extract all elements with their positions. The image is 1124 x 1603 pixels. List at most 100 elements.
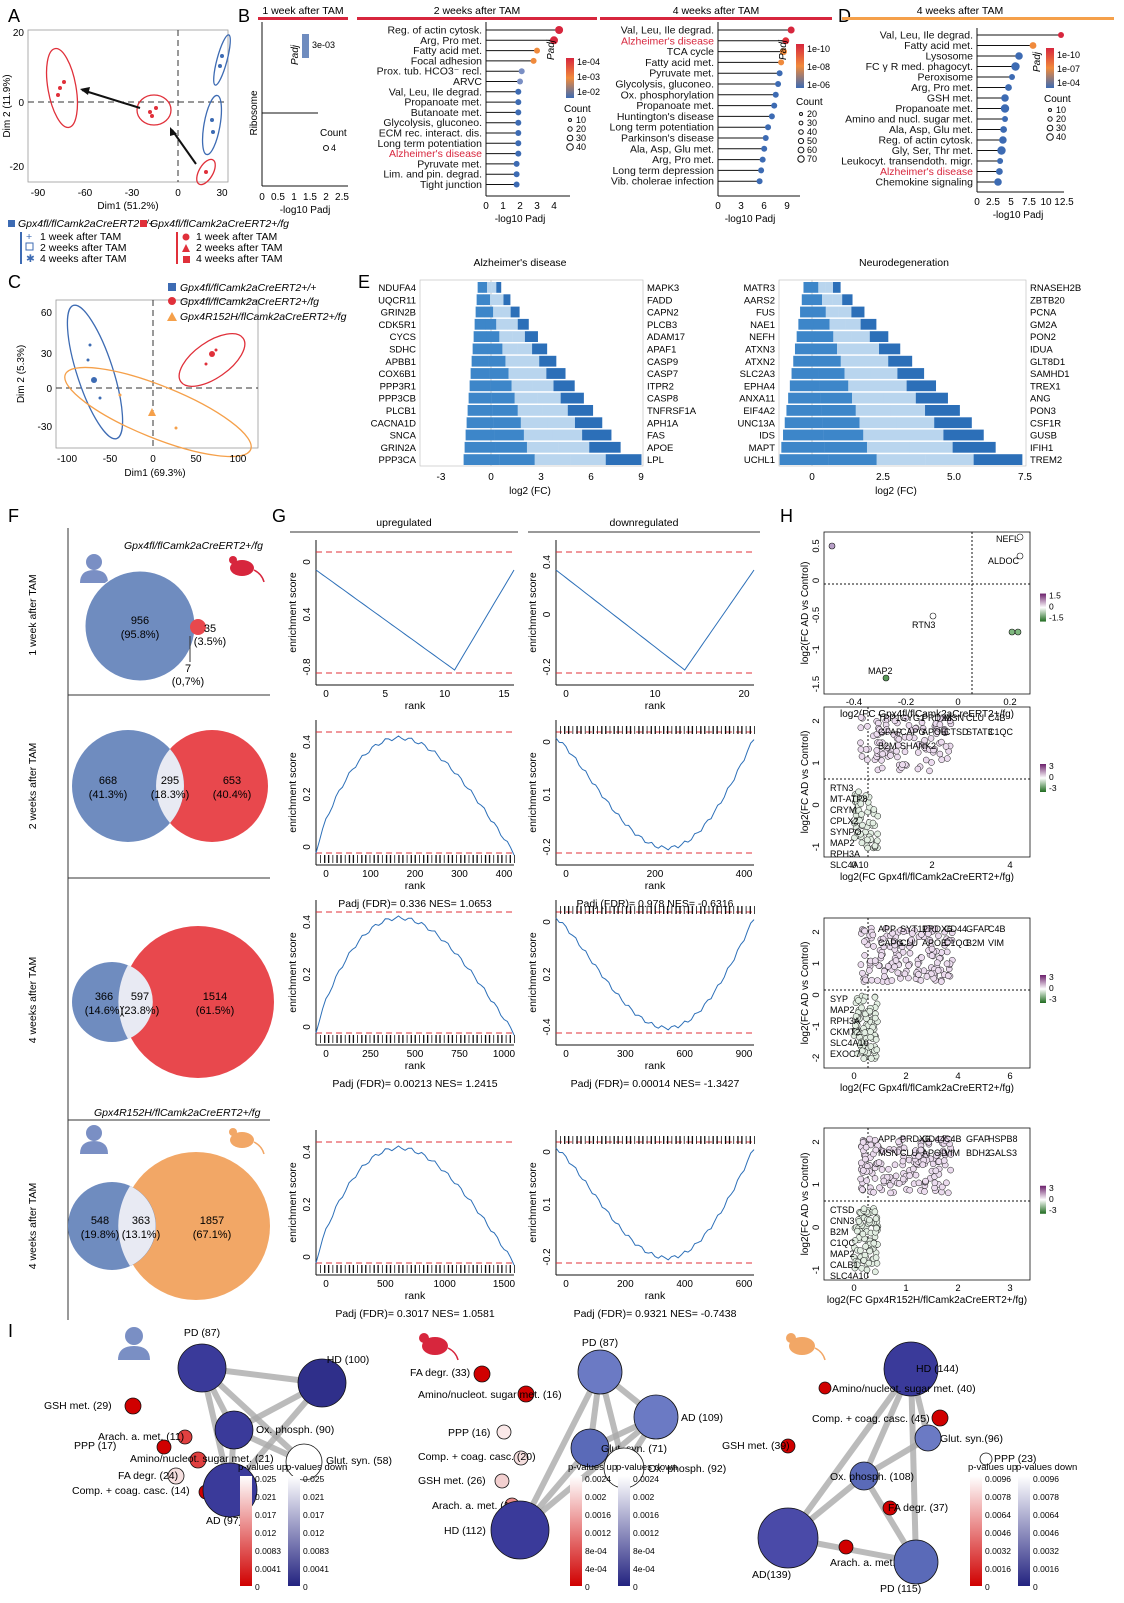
axis-tick: 0 xyxy=(259,192,265,203)
scatter-point xyxy=(861,938,868,945)
panel-letter-b: B xyxy=(238,6,250,26)
gene-bar-segment xyxy=(546,368,566,379)
scatter-point xyxy=(918,954,925,961)
gene-bar-segment xyxy=(855,405,891,416)
legend-tick: 1e-04 xyxy=(577,57,600,67)
scatter-point xyxy=(861,927,868,935)
legend-tick: 1e-02 xyxy=(577,87,600,97)
lollipop-dot xyxy=(761,145,768,152)
gene-label: CSF1R xyxy=(1030,418,1061,429)
scatter-point xyxy=(875,1159,883,1166)
axis-tick: -20 xyxy=(10,162,25,173)
gsea-down-plot: 0 300 600 900 0 0.2 -0.4 rank enrichment score Pa… xyxy=(527,900,755,1090)
gene-bar-segment xyxy=(517,343,533,355)
legend-tick: 0.021 xyxy=(255,1492,277,1502)
gene-bar-segment xyxy=(589,441,621,453)
scatter-point xyxy=(855,997,862,1004)
gene-label: CALB1 xyxy=(830,1260,859,1270)
axis-tick: -1 xyxy=(811,1266,822,1274)
gene-bar-segment xyxy=(512,331,526,342)
legend-gradient-down xyxy=(288,1476,300,1586)
gene-label: CD44 xyxy=(922,1134,945,1144)
legend-item: 1 week after TAM xyxy=(40,231,121,243)
gene-bar-segment xyxy=(823,429,864,441)
gene-label: GYG1 xyxy=(900,713,925,723)
scatter-point xyxy=(881,973,888,980)
gene-bar-segment xyxy=(844,368,872,379)
y-axis-label: enrichment score xyxy=(287,572,299,653)
scatter-point xyxy=(857,739,864,747)
scatter-point xyxy=(854,1227,861,1235)
gene-label: PPP3CB xyxy=(379,394,417,405)
legend-tick: 0.0064 xyxy=(985,1510,1011,1520)
network-net3: HD (144) Amino/nucleot. sugar met. (40) Co… xyxy=(722,1341,1036,1595)
network-net2: PD (87) FA degr. (33) Amino/nucleot. sugar… xyxy=(410,1337,726,1560)
term-label: Pyruvate met. xyxy=(649,68,714,80)
term-label: Val, Leu, Ile degrad. xyxy=(621,25,714,37)
gene-label: TREM2 xyxy=(1030,455,1062,466)
axis-tick: -100 xyxy=(57,454,77,465)
panel-b-4weeks: 4 weeks after TAM Val, Leu, Ile degrad.A… xyxy=(600,5,832,225)
legend-tick: 3e-03 xyxy=(312,40,335,50)
axis-tick: 15 xyxy=(498,689,510,700)
node-label: Comp. + coag. casc. (14) xyxy=(72,1485,190,1497)
y-axis-label: enrichment score xyxy=(287,752,299,833)
gene-label: MAP2 xyxy=(830,838,855,848)
scatter-point xyxy=(899,761,906,768)
scatter-point xyxy=(933,730,940,737)
gene-bar-segment xyxy=(943,429,984,441)
axis-tick: -90 xyxy=(31,188,46,199)
legend-tick: 0.0041 xyxy=(303,1564,329,1574)
gene-label: C1QC xyxy=(944,938,970,948)
gene-label: CASP7 xyxy=(647,369,678,380)
scatter-point xyxy=(857,724,865,731)
gene-label: TPP1 xyxy=(878,713,901,723)
x-axis-label: -log10 Padj xyxy=(725,214,776,225)
scatter-point xyxy=(882,924,890,932)
term-label: Huntington's disease xyxy=(617,111,714,123)
gene-bar-segment xyxy=(788,392,821,404)
axis-tick: 20 xyxy=(13,28,25,39)
mouse-title: Gpx4R152H/flCamk2aCreERT2+/fg xyxy=(94,1107,261,1119)
gene-label: ANXA11 xyxy=(739,394,775,405)
gene-label: B2M xyxy=(966,938,985,948)
venn-count: 956 xyxy=(131,615,149,627)
gene-bar-segment xyxy=(539,355,557,367)
axis-tick: 1 xyxy=(811,1182,822,1187)
legend-tick: 0.0024 xyxy=(633,1474,659,1484)
scatter-point xyxy=(895,1138,902,1146)
gene-label: CDK5R1 xyxy=(379,320,417,331)
scatter-point xyxy=(905,974,912,982)
gene-bar-segment xyxy=(821,294,833,306)
gene-label: CASP8 xyxy=(647,394,678,405)
y-axis-label: Dim 2 (5.3%) xyxy=(16,345,27,403)
axis-tick: 200 xyxy=(617,1279,634,1290)
gene-bar-segment xyxy=(496,282,502,293)
scatter-point xyxy=(858,811,865,818)
scatter-point xyxy=(861,952,868,959)
scatter-point xyxy=(864,836,871,844)
axis-tick: 7.5 xyxy=(1018,472,1032,483)
mouse-icon xyxy=(786,1333,826,1361)
gene-bar-segment xyxy=(860,318,877,330)
gene-label: SYT11 xyxy=(900,924,927,934)
gene-bar-segment xyxy=(490,294,497,306)
scatter-point xyxy=(855,788,862,796)
network-node xyxy=(156,1439,172,1455)
term-label: Peroxisome xyxy=(918,72,974,84)
venn-count: 295 xyxy=(161,775,179,787)
scatter-point xyxy=(947,1166,954,1174)
scatter-point xyxy=(855,1218,863,1225)
term-label: Parkinson's disease xyxy=(621,133,714,145)
axis-tick: 1000 xyxy=(493,1049,516,1060)
gene-bar-segment xyxy=(522,355,540,367)
gene-label: SLC4A10 xyxy=(830,860,869,870)
legend-tick: 1e-03 xyxy=(577,72,600,82)
scatter-point xyxy=(915,1152,922,1160)
axis-tick: 0 xyxy=(175,188,181,199)
gene-bar-segment xyxy=(527,368,547,379)
network-node xyxy=(177,1429,193,1445)
network-node xyxy=(189,1451,207,1469)
legend-tick: 50 xyxy=(807,136,817,146)
